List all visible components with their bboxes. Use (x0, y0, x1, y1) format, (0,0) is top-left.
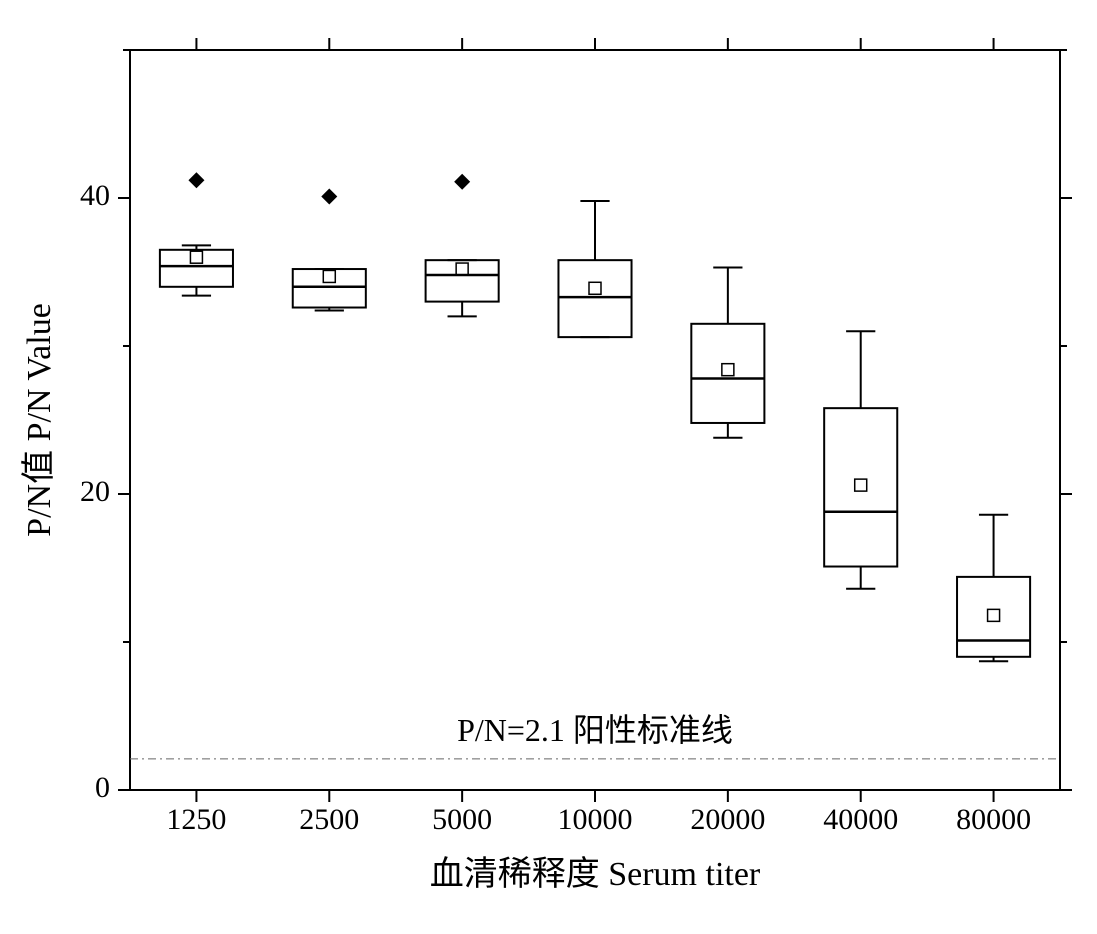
plot-frame (130, 50, 1060, 790)
box-20000 (691, 268, 764, 438)
boxplot-chart: 0 20 40 1250 2500 5000 10000 20000 40000 80000 P/N… (0, 0, 1097, 934)
x-tick-label: 1250 (166, 803, 226, 836)
reference-line-label: P/N=2.1 阳性标准线 (457, 712, 733, 748)
box (824, 408, 897, 566)
box-10000 (558, 201, 631, 337)
box (426, 260, 499, 301)
mean-marker (722, 364, 734, 376)
mean-marker (855, 479, 867, 491)
chart-container: 0 20 40 1250 2500 5000 10000 20000 40000 80000 P/N… (0, 0, 1097, 934)
y-axis-title: P/N值 P/N Value (20, 303, 58, 537)
mean-marker (988, 609, 1000, 621)
x-tick-label: 2500 (299, 803, 359, 836)
box (293, 269, 366, 307)
box (957, 577, 1030, 657)
y-tick-label: 20 (80, 475, 110, 508)
outlier-marker (321, 189, 337, 205)
mean-marker (456, 263, 468, 275)
mean-marker (190, 251, 202, 263)
y-tick-label: 0 (95, 771, 110, 804)
x-tick-label: 20000 (690, 803, 765, 836)
y-tick-label: 40 (80, 179, 110, 212)
x-tick-label: 10000 (558, 803, 633, 836)
box-80000 (957, 515, 1030, 662)
box-40000 (824, 331, 897, 589)
x-axis-title: 血清稀释度 Serum titer (430, 855, 761, 893)
box (558, 260, 631, 337)
box-5000 (426, 174, 499, 317)
box (160, 250, 233, 287)
outlier-marker (188, 172, 204, 188)
box-2500 (293, 189, 366, 311)
mean-marker (323, 270, 335, 282)
mean-marker (589, 282, 601, 294)
x-tick-label: 40000 (823, 803, 898, 836)
box-1250 (160, 172, 233, 295)
x-tick-label: 80000 (956, 803, 1031, 836)
box (691, 324, 764, 423)
outlier-marker (454, 174, 470, 190)
x-tick-label: 5000 (432, 803, 492, 836)
